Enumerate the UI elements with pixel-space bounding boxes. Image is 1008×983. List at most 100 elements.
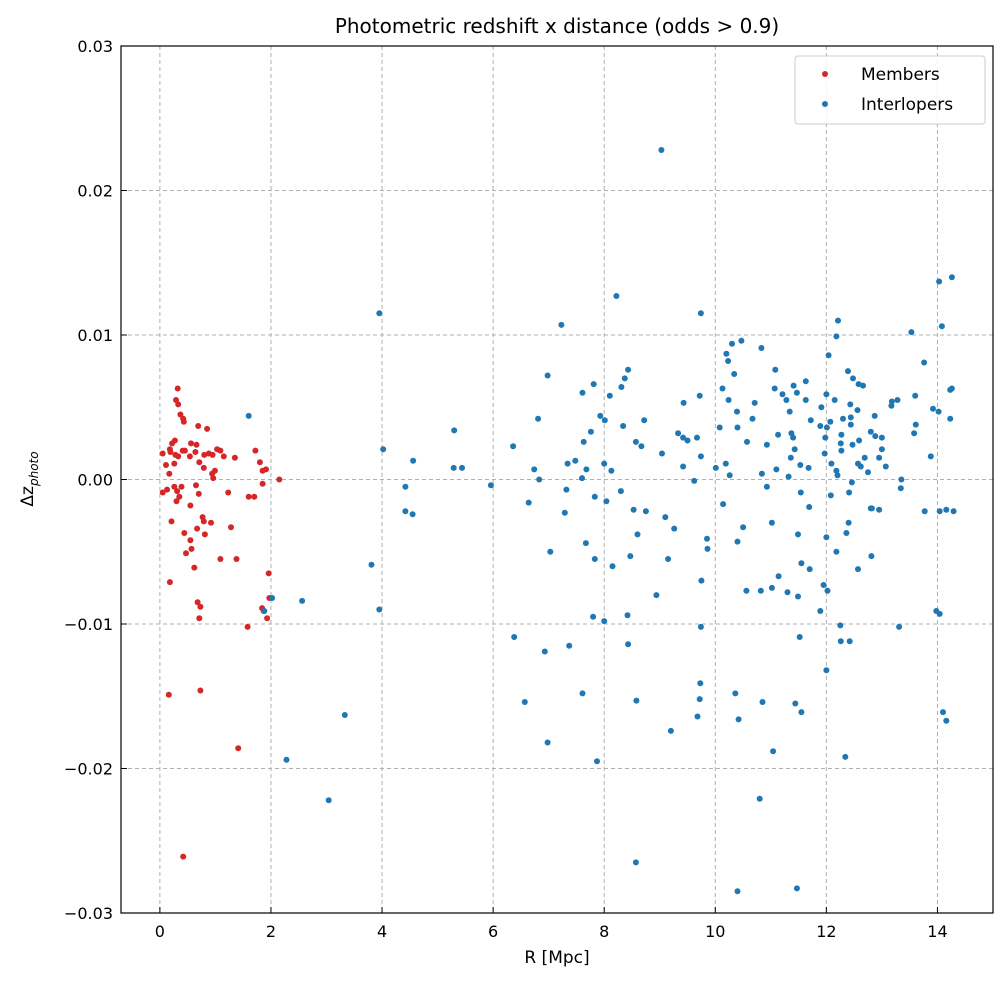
interlopers-point [487,482,494,489]
interlopers-point [775,573,782,580]
interlopers-point [691,477,698,484]
members-point [186,453,193,460]
interlopers-point [541,648,548,655]
interlopers-point [269,595,276,601]
members-point [201,531,208,538]
members-point [197,687,204,694]
members-point [167,449,174,455]
members-point [169,440,176,447]
legend-label-interlopers: Interlopers [861,95,953,115]
interlopers-point [696,696,703,703]
interlopers-point [566,642,573,649]
interlopers-point [817,608,824,614]
members-point [164,486,171,493]
legend-marker-interlopers [822,101,828,107]
interlopers-point [590,381,597,388]
interlopers-point [779,391,786,398]
x-tick-label: 8 [599,922,609,941]
interlopers-point [930,405,936,412]
interlopers-point [680,399,687,406]
members-point [166,470,173,477]
interlopers-point [834,472,841,479]
legend-marker-members [822,71,828,77]
interlopers-point [544,372,551,379]
members-point [194,525,201,532]
interlopers-point [940,709,946,716]
interlopers-point [641,417,648,424]
interlopers-point [606,392,613,399]
interlopers-point [795,531,801,538]
interlopers-point [536,476,543,483]
interlopers-point [634,531,641,538]
interlopers-point [822,434,829,441]
interlopers-point [855,566,861,573]
interlopers-point [544,739,551,746]
interlopers-point [842,753,849,760]
y-tick-label: 0.02 [77,182,113,201]
interlopers-point [802,397,809,403]
interlopers-point [878,446,885,453]
y-tick-label: 0.01 [77,326,113,345]
interlopers-point [837,440,844,447]
interlopers-point [601,618,608,625]
x-axis-title: R [Mpc] [524,948,589,968]
interlopers-point [376,310,383,317]
interlopers-point [680,434,687,441]
interlopers-point [828,460,835,467]
members-point [181,530,188,536]
interlopers-point [756,795,763,802]
interlopers-point [675,430,682,437]
members-point [193,441,200,448]
members-point [197,603,204,610]
interlopers-point [843,530,850,536]
interlopers-point [759,699,766,705]
interlopers-point [667,727,674,734]
interlopers-point [798,560,805,567]
interlopers-point [831,397,838,403]
legend-box [794,55,986,125]
legend-label-members: Members [861,65,940,85]
interlopers-point [817,423,824,429]
y-tick-label: 0.00 [77,471,113,490]
members-point [180,418,187,425]
members-point [231,454,238,461]
members-point [165,691,172,698]
interlopers-point [791,446,798,453]
interlopers-point [821,450,828,457]
interlopers-point [402,508,409,515]
interlopers-point [793,885,800,892]
interlopers-point [775,431,782,438]
members-point [217,556,224,562]
interlopers-point [878,434,885,441]
members-point [173,498,180,505]
members-point [171,483,178,490]
interlopers-point [653,592,660,599]
members-point [195,490,202,497]
interlopers-point [848,479,855,486]
interlopers-point [659,450,665,457]
interlopers-point [630,506,637,513]
interlopers-point [896,623,903,630]
interlopers-point [698,577,705,584]
interlopers-point [845,519,852,526]
scatter-points [159,147,957,895]
interlopers-point [726,472,733,479]
interlopers-point [283,756,290,763]
interlopers-point [341,712,348,718]
interlopers-point [638,443,645,450]
interlopers-point [572,457,579,464]
interlopers-point [797,462,804,468]
interlopers-point [792,700,799,707]
interlopers-point [897,485,904,492]
interlopers-point [837,638,844,645]
interlopers-point [840,415,846,422]
members-point [201,451,208,458]
interlopers-point [847,401,854,408]
members-point [259,480,266,487]
interlopers-point [376,606,383,613]
members-point [225,489,232,496]
interlopers-point [876,454,883,461]
interlopers-point [402,483,409,490]
interlopers-point [697,623,704,630]
